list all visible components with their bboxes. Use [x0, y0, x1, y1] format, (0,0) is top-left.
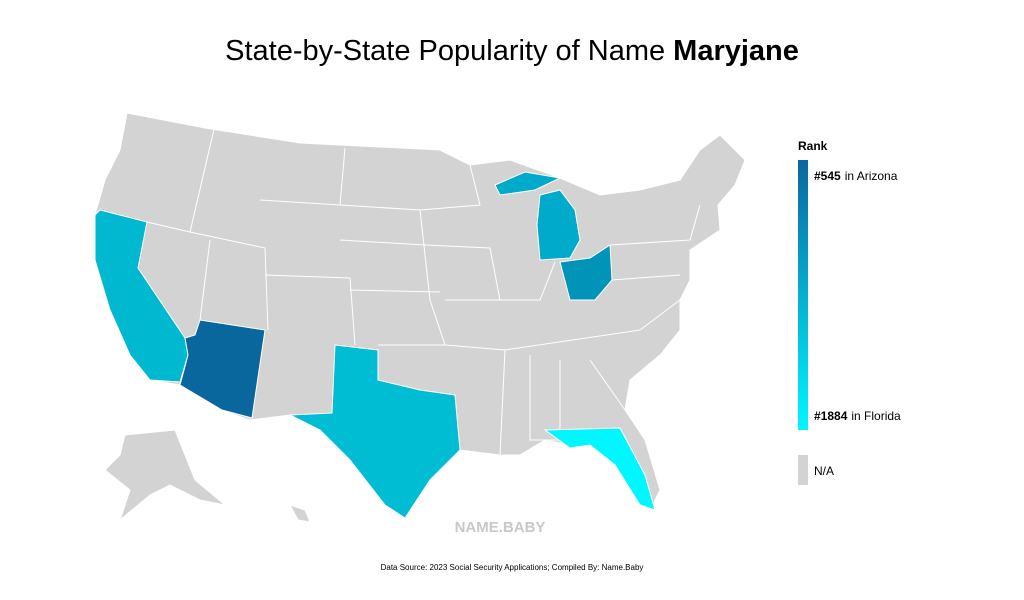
legend-na: N/A	[814, 464, 834, 478]
state-ranked	[536, 189, 581, 261]
source: Data Source: 2023 Social Security Applic…	[381, 563, 644, 572]
legend-title: Rank	[798, 139, 828, 153]
state-border	[424, 244, 501, 301]
state-border	[339, 204, 446, 346]
state-border	[529, 355, 561, 441]
hawaii	[288, 504, 311, 523]
title-name: Maryjane	[673, 35, 799, 67]
alaska	[104, 429, 226, 522]
legend-top: #545 in Arizona	[814, 169, 898, 183]
legend-na-swatch	[798, 455, 808, 485]
state-border	[500, 261, 556, 301]
title: State-by-State Popularity of Name Maryjan…	[225, 35, 799, 67]
state-ranked	[179, 319, 266, 419]
state-border	[419, 164, 481, 211]
state-ranked	[559, 244, 613, 301]
state-border	[349, 289, 441, 293]
state-ranked	[94, 209, 189, 383]
legend-bottom: #1884 in Florida	[814, 409, 901, 423]
state-border	[609, 204, 701, 246]
state-border	[611, 274, 681, 281]
watermark: NAME.BABY	[455, 519, 546, 536]
state-border	[189, 231, 269, 331]
state-border	[264, 274, 356, 346]
legend-bottom-place: in Florida	[851, 409, 901, 423]
state-border	[199, 239, 211, 321]
legend-gradient	[798, 160, 808, 430]
legend-top-rank: #545	[814, 169, 841, 183]
legend: Rank #545 in Arizona #1884 in Florida N/A	[798, 139, 901, 485]
state-ranked	[288, 344, 461, 519]
title-text: State-by-State Popularity of Name	[225, 35, 665, 67]
state-border	[504, 299, 681, 351]
us-map	[94, 112, 746, 523]
state-ranked	[543, 427, 656, 511]
state-ranked	[494, 171, 562, 196]
state-border	[339, 239, 426, 246]
legend-top-place: in Arizona	[845, 169, 898, 183]
state-border	[589, 359, 626, 411]
legend-bottom-rank: #1884	[814, 409, 848, 423]
